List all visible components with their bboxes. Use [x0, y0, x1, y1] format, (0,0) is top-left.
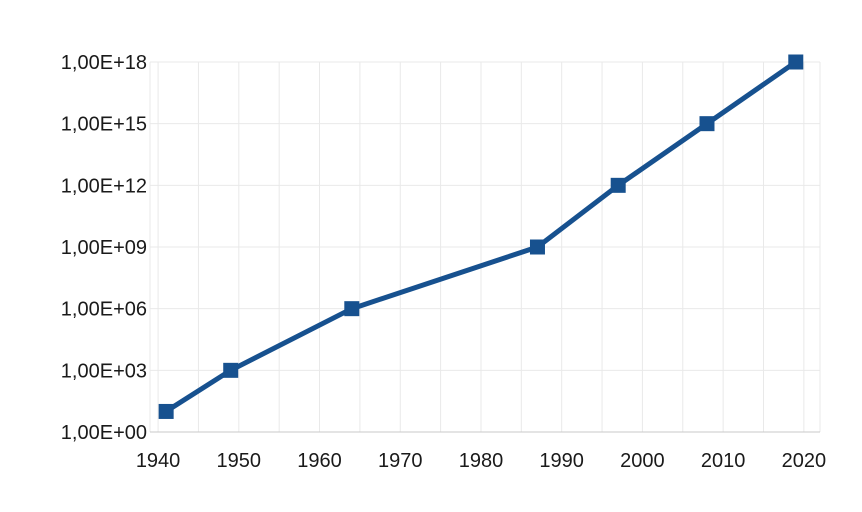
x-tick-label: 1960 — [297, 450, 342, 472]
x-tick-label: 2010 — [701, 450, 746, 472]
data-point-marker — [344, 301, 360, 317]
y-tick-label: 1,00E+06 — [61, 299, 147, 321]
grid-layer — [149, 61, 821, 433]
data-point-marker — [529, 239, 545, 255]
data-point-marker — [610, 177, 626, 193]
y-tick-label: 1,00E+03 — [61, 360, 147, 382]
x-tick-label: 2000 — [620, 450, 665, 472]
y-tick-label: 1,00E+00 — [61, 422, 147, 444]
x-axis-labels: 1940 1950 1960 1970 1980 1990 2000 2010 2020 — [136, 450, 826, 472]
x-tick-label: 1980 — [459, 450, 504, 472]
data-point-marker — [699, 116, 715, 132]
y-tick-label: 1,00E+15 — [61, 114, 147, 136]
data-markers — [158, 54, 804, 419]
y-tick-label: 1,00E+18 — [61, 52, 147, 74]
x-tick-label: 1950 — [217, 450, 262, 472]
x-tick-label: 2020 — [782, 450, 827, 472]
x-tick-label: 1990 — [539, 450, 584, 472]
y-tick-label: 1,00E+12 — [61, 175, 147, 197]
x-tick-label: 1940 — [136, 450, 181, 472]
y-tick-label: 1,00E+09 — [61, 237, 147, 259]
x-tick-label: 1970 — [378, 450, 423, 472]
data-point-marker — [788, 54, 804, 70]
data-point-marker — [223, 362, 239, 378]
data-point-marker — [158, 403, 174, 419]
y-axis-labels: 1,00E+00 1,00E+03 1,00E+06 1,00E+09 1,00E+12… — [61, 52, 147, 444]
